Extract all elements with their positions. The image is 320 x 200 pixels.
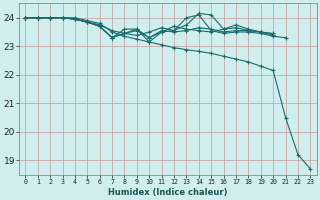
X-axis label: Humidex (Indice chaleur): Humidex (Indice chaleur) (108, 188, 228, 197)
